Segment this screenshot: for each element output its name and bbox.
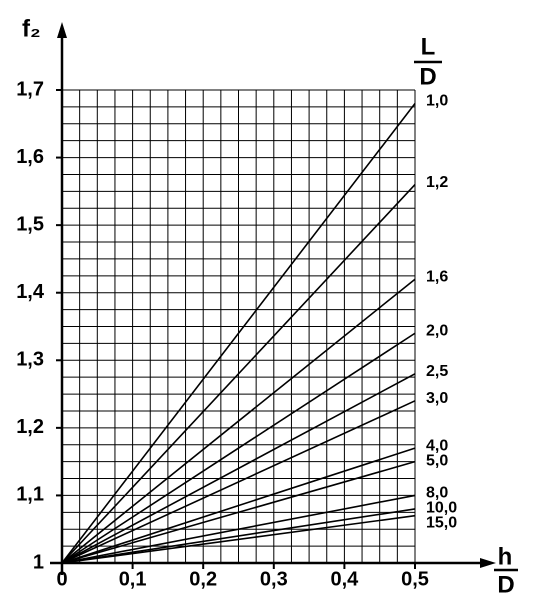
line-series — [61, 494, 416, 564]
x-label-numerator: h — [498, 543, 513, 570]
series-label: 1,6 — [426, 268, 448, 285]
y-tick-label: 1,4 — [16, 281, 45, 303]
series-label: 8,0 — [426, 485, 448, 502]
series-label: 2,0 — [426, 322, 448, 339]
line-series — [61, 184, 416, 564]
line-series — [61, 278, 416, 564]
line-series — [61, 400, 416, 564]
y-tick-label: 1 — [33, 551, 44, 573]
x-tick-label: 0,3 — [260, 568, 288, 590]
y-arrow — [57, 22, 67, 38]
x-tick-label: 0,4 — [330, 568, 359, 590]
y-tick-label: 1,1 — [16, 484, 44, 506]
series-label: 1,0 — [426, 93, 448, 110]
line-series — [61, 447, 416, 564]
y-tick-label: 1,5 — [16, 213, 44, 235]
line-series — [61, 460, 416, 564]
x-label-denominator: D — [497, 571, 514, 598]
y-tick-label: 1,3 — [16, 349, 44, 371]
legend-denominator: D — [419, 63, 436, 90]
x-tick-label: 0,2 — [189, 568, 217, 590]
line-series — [61, 332, 416, 564]
series-label: 2,5 — [426, 363, 448, 380]
x-tick-label: 0 — [56, 568, 67, 590]
x-tick-label: 0,1 — [119, 568, 147, 590]
series-label: 10,0 — [426, 500, 457, 517]
y-axis-label: f₂ — [22, 15, 41, 42]
y-tick-label: 1,7 — [16, 78, 44, 100]
x-tick-label: 0,5 — [401, 568, 429, 590]
line-series — [61, 514, 416, 564]
series-label: 3,0 — [426, 390, 448, 407]
y-tick-label: 1,6 — [16, 146, 44, 168]
series-label: 1,2 — [426, 174, 448, 191]
series-label: 15,0 — [426, 515, 457, 532]
series-label: 4,0 — [426, 437, 448, 454]
line-series — [61, 373, 416, 564]
y-tick-label: 1,2 — [16, 416, 44, 438]
legend-numerator: L — [421, 33, 436, 60]
series-label: 5,0 — [426, 452, 448, 469]
line-series — [61, 508, 416, 564]
x-arrow — [480, 558, 496, 568]
line-series — [61, 103, 416, 564]
